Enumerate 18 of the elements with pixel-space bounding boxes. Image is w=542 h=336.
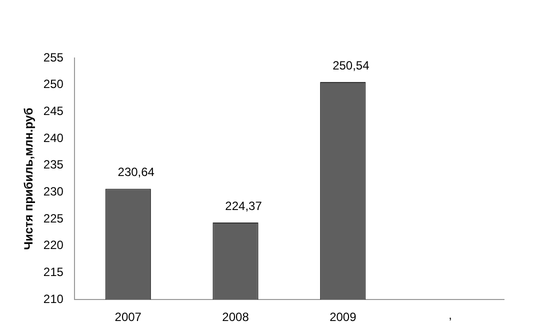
y-tick-label: 235 [43, 158, 64, 172]
x-tick-label: 2008 [222, 310, 250, 324]
y-tick-label: 240 [43, 130, 64, 145]
y-tick-label: 255 [43, 50, 64, 64]
x-tick-label: 2007 [114, 310, 142, 324]
data-label: 250,54 [332, 58, 370, 72]
y-tick-label: 230 [43, 184, 64, 199]
data-label: 224,37 [225, 198, 262, 213]
text: , [448, 308, 452, 322]
data-label: 230,64 [118, 165, 155, 180]
y-tick-label: 215 [43, 265, 64, 280]
y-tick-label: 220 [43, 238, 64, 252]
y-tick-label: 250 [43, 77, 64, 92]
y-axis-title: Чистя прибиль,млн.руб [22, 108, 36, 250]
y-tick-label: 245 [43, 104, 64, 118]
y-tick-label: 210 [43, 292, 64, 306]
y-tick-label: 225 [43, 211, 64, 226]
x-tick-label: 2009 [330, 310, 357, 324]
